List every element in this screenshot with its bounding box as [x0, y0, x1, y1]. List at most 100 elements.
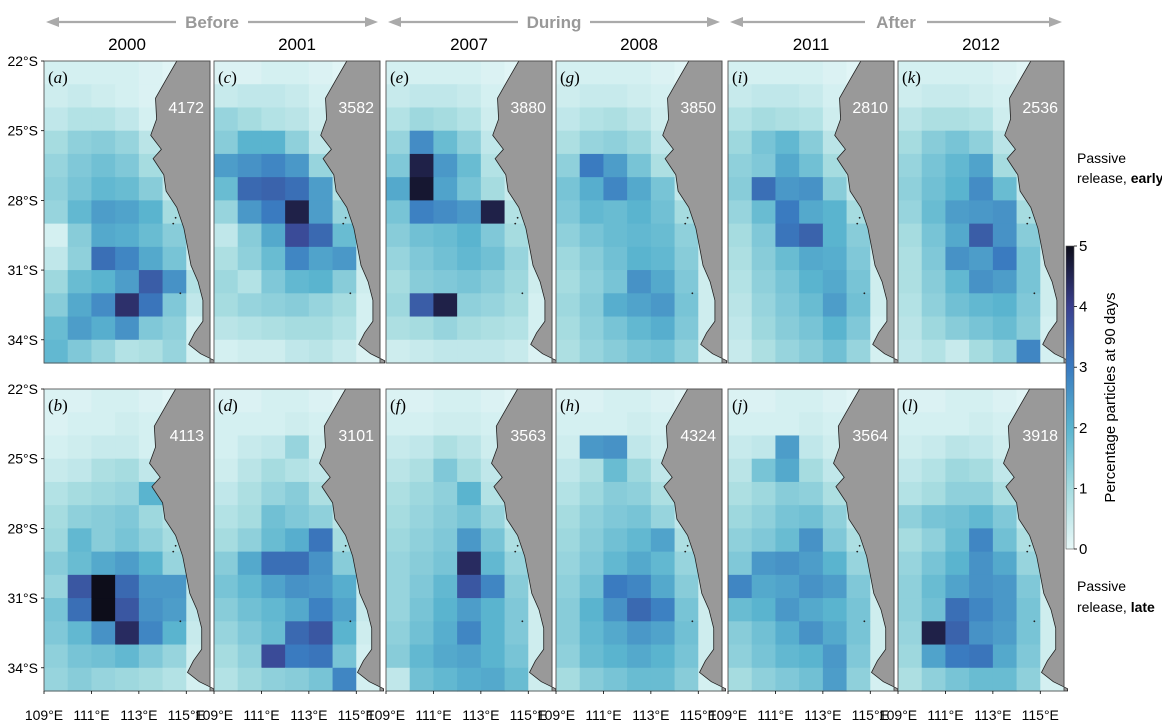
- heatmap-cell: [799, 644, 824, 669]
- heatmap-cell: [115, 200, 140, 225]
- heatmap-cell: [433, 246, 458, 271]
- heatmap-cell: [67, 246, 93, 271]
- y-tick-label: 28°S: [7, 520, 38, 536]
- heatmap-cell: [674, 621, 699, 646]
- heatmap-cell: [674, 644, 699, 669]
- heatmap-cell: [1016, 246, 1041, 271]
- heatmap-cell: [162, 293, 187, 318]
- heatmap-cell: [386, 481, 411, 506]
- island-dot: [514, 550, 517, 553]
- heatmap-cell: [44, 667, 69, 692]
- heatmap-cell: [627, 458, 652, 483]
- heatmap-cell: [898, 61, 923, 85]
- land-mass: [319, 388, 384, 692]
- arrow-head-left-icon: [388, 17, 401, 27]
- heatmap-cell: [457, 107, 482, 132]
- heatmap-cell: [579, 270, 605, 294]
- heatmap-cell: [751, 293, 777, 318]
- heatmap-cell: [603, 621, 628, 646]
- heatmap-cell: [775, 389, 800, 413]
- heatmap-cell: [728, 598, 753, 622]
- heatmap-cell: [556, 84, 581, 109]
- heatmap-cell: [945, 61, 970, 85]
- heatmap-cell: [556, 574, 581, 599]
- heatmap-cell: [674, 223, 699, 248]
- heatmap-cell: [728, 667, 753, 692]
- heatmap-cell: [603, 246, 628, 271]
- heatmap-cell: [627, 574, 652, 599]
- heatmap-cell: [799, 667, 824, 692]
- heatmap-cell: [969, 130, 994, 155]
- heatmap-cell: [214, 223, 239, 248]
- island-dot: [1033, 292, 1036, 295]
- heatmap-cell: [409, 200, 435, 225]
- heatmap-cell: [556, 481, 581, 506]
- heatmap-cell: [921, 223, 947, 248]
- heatmap-cell: [775, 130, 800, 155]
- heatmap-cell: [579, 339, 605, 364]
- heatmap-cell: [728, 61, 753, 85]
- heatmap-cell: [138, 528, 164, 553]
- heatmap-cell: [898, 223, 923, 248]
- heatmap-cell: [846, 246, 871, 271]
- heatmap-cell: [627, 598, 652, 622]
- x-tick-label: 111°E: [927, 707, 963, 723]
- heatmap-cell: [115, 84, 140, 109]
- panel-frame: [727, 388, 895, 692]
- heatmap-cell: [433, 598, 458, 622]
- heatmap-cell: [67, 621, 93, 646]
- panel-frame: [727, 60, 895, 364]
- heatmap-cell: [504, 644, 529, 669]
- heatmap-cell: [650, 339, 676, 364]
- heatmap-cell: [409, 412, 435, 437]
- heatmap-cell: [44, 84, 69, 109]
- heatmap-cell: [433, 293, 458, 318]
- heatmap-cell: [627, 644, 652, 669]
- heatmap-cell: [386, 84, 411, 109]
- panel-letter: (d): [218, 396, 238, 415]
- heatmap-cell: [237, 481, 263, 506]
- heatmap-cell: [386, 107, 411, 132]
- heatmap-cell: [308, 389, 334, 413]
- heatmap-cell: [728, 153, 753, 178]
- heatmap-cell: [91, 412, 116, 437]
- heatmap-cell: [457, 223, 482, 248]
- heatmap-cell: [751, 412, 777, 437]
- heatmap-cell: [775, 223, 800, 248]
- heatmap-cell: [627, 177, 652, 201]
- heatmap-cell: [822, 316, 848, 341]
- heatmap-cell: [91, 644, 116, 669]
- island-dot: [172, 550, 175, 553]
- heatmap-cell: [308, 598, 334, 622]
- heatmap-cell: [261, 339, 286, 364]
- heatmap-cell: [433, 177, 458, 201]
- heatmap-cell: [992, 223, 1018, 248]
- heatmap-cell: [556, 505, 581, 529]
- heatmap-cell: [799, 84, 824, 109]
- heatmap-cell: [751, 177, 777, 201]
- heatmap-cell: [627, 200, 652, 225]
- heatmap-cell: [603, 458, 628, 483]
- heatmap-cell: [822, 389, 848, 413]
- heatmap-cell: [67, 412, 93, 437]
- heatmap-cell: [650, 61, 676, 85]
- heatmap-cell: [1016, 293, 1041, 318]
- heatmap-cell: [775, 412, 800, 437]
- period-label-bg: [518, 12, 590, 32]
- heatmap-cell: [285, 621, 310, 646]
- heatmap-cell: [332, 621, 357, 646]
- heatmap-cell: [898, 435, 923, 460]
- heatmap-cell: [261, 644, 286, 669]
- heatmap-cell: [261, 84, 286, 109]
- heatmap-cell: [409, 598, 435, 622]
- heatmap-cell: [285, 667, 310, 692]
- heatmap-cell: [44, 644, 69, 669]
- x-tick-label: 113°E: [290, 707, 327, 723]
- heatmap-cell: [969, 481, 994, 506]
- heatmap-cell: [308, 177, 334, 201]
- heatmap-cell: [91, 316, 116, 341]
- heatmap-cell: [433, 621, 458, 646]
- heatmap-cell: [457, 316, 482, 341]
- heatmap-cell: [775, 316, 800, 341]
- heatmap-cell: [556, 598, 581, 622]
